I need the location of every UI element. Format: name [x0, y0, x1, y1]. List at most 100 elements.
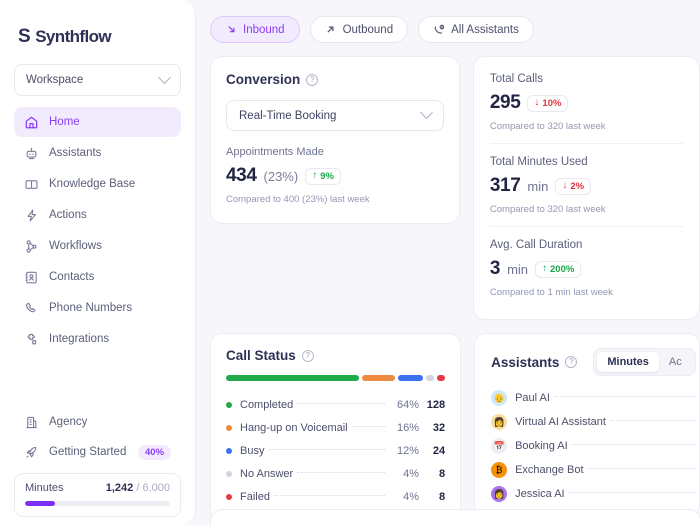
workspace-selector[interactable]: Workspace [14, 64, 181, 96]
stat-value: 295 [489, 92, 521, 113]
brand-logo: S Synthflow [14, 0, 181, 64]
status-color-dot [226, 493, 232, 500]
delta-text: 2% [570, 180, 585, 192]
tab-inbound[interactable]: Inbound [210, 16, 300, 43]
sidebar-item-home[interactable]: Home [14, 107, 181, 137]
call-status-row: No Answer 4% 8 [226, 462, 445, 485]
workspace-label: Workspace [26, 74, 84, 86]
chevron-down-icon [420, 106, 433, 120]
toggle-option-minutes[interactable]: Minutes [597, 352, 659, 372]
leader-line [571, 444, 695, 445]
stat-metric-row: 295 ↓ 10% [490, 92, 683, 114]
help-icon[interactable]: ? [306, 73, 319, 86]
conversion-type-select[interactable]: Real-Time Booking [226, 100, 444, 131]
arrow-down-icon: ↓ [562, 180, 568, 191]
appointments-made-label: Appointments Made [226, 146, 324, 158]
rocket-icon [24, 445, 39, 460]
sidebar-item-label: Assistants [49, 147, 102, 159]
stat-delta-badge: ↓ 2% [555, 177, 592, 195]
building-icon [24, 415, 39, 430]
call-status-card: Call Status ? Completed 64% 128 Hang-up on … [210, 333, 462, 523]
sidebar-item-label: Actions [49, 209, 87, 221]
call-status-row: Hang-up on Voicemail 16% 32 [226, 416, 445, 439]
sidebar-item-phone-numbers[interactable]: Phone Numbers [14, 293, 181, 323]
arrow-down-right-icon [225, 24, 237, 36]
minutes-separator: / [136, 482, 140, 494]
avatar: 👩 [491, 486, 508, 502]
appointments-value: 434 [226, 165, 257, 186]
leader-line [268, 448, 386, 450]
stat-value: 317 [489, 175, 521, 196]
tab-outbound[interactable]: Outbound [309, 16, 409, 43]
stat-avg-call-duration: Avg. Call Duration 3 min ↑ 200% Compared… [490, 227, 683, 309]
card-title-text: Call Status [226, 348, 296, 363]
card-title-text: Conversion [226, 72, 301, 87]
sidebar-item-label: Integrations [49, 333, 110, 345]
status-label: Hang-up on Voicemail [240, 421, 348, 434]
call-status-segment [397, 375, 423, 381]
conversion-select-value: Real-Time Booking [239, 109, 337, 122]
assistants-title-row: Assistants ? [491, 355, 578, 370]
status-label: Busy [240, 444, 265, 457]
assistant-row[interactable]: 👴 Paul AI [491, 386, 699, 410]
call-status-segment [425, 375, 434, 381]
sidebar-item-label: Contacts [49, 271, 95, 283]
sidebar-item-actions[interactable]: Actions [14, 200, 181, 230]
sidebar-item-assistants[interactable]: Assistants [14, 138, 181, 168]
call-status-list: Completed 64% 128 Hang-up on Voicemail 16% 32… [226, 393, 445, 508]
help-icon[interactable]: ? [301, 349, 314, 362]
leader-line [297, 471, 386, 473]
status-percent: 64% [397, 398, 420, 411]
tab-label: All Assistants [451, 23, 519, 36]
status-count: 8 [438, 467, 446, 480]
sidebar-item-getting-started[interactable]: Getting Started 40% [14, 437, 181, 467]
stat-metric-row: 3 min ↑ 200% [490, 258, 683, 280]
sidebar-item-label: Workflows [49, 240, 102, 252]
call-status-row: Busy 12% 24 [226, 439, 445, 462]
assistant-row[interactable]: 📅 Booking AI [491, 434, 699, 458]
minutes-progress-fill [25, 501, 55, 506]
stat-metric-row: 317 min ↓ 2% [490, 175, 683, 197]
sidebar-item-label: Home [49, 116, 80, 128]
brand-name: Synthflow [35, 27, 112, 46]
sidebar-item-agency[interactable]: Agency [14, 407, 181, 437]
call-status-segment [361, 375, 395, 381]
status-count: 32 [432, 421, 446, 434]
assistant-row[interactable]: 👩 Jessica AI [491, 482, 699, 506]
help-icon[interactable]: ? [565, 356, 578, 368]
stat-unit: min [527, 178, 549, 194]
status-percent: 4% [403, 490, 420, 503]
call-status-row: Completed 64% 128 [226, 393, 445, 416]
assistant-row[interactable]: 👩 Virtual AI Assistant [491, 410, 699, 434]
lightning-icon [24, 208, 39, 223]
delta-text: 200% [550, 263, 575, 275]
status-count: 128 [426, 398, 446, 411]
assistants-header: Assistants ? Minutes Ac [491, 348, 699, 376]
sidebar-item-knowledge-base[interactable]: Knowledge Base [14, 169, 181, 199]
sidebar-item-workflows[interactable]: Workflows [14, 231, 181, 261]
status-color-dot [226, 424, 232, 431]
sidebar-item-integrations[interactable]: Integrations [14, 324, 181, 354]
stat-value: 3 [489, 258, 501, 279]
home-icon [24, 115, 39, 130]
appointments-delta-badge: ↑ 9% [305, 167, 341, 185]
workflow-icon [24, 239, 39, 254]
avatar: 👩 [491, 414, 508, 430]
assistants-metric-toggle: Minutes Ac [593, 348, 696, 376]
tab-all-assistants[interactable]: All Assistants [418, 16, 534, 43]
minutes-label: Minutes [25, 482, 64, 494]
minutes-usage-card[interactable]: Minutes 1,242 / 6,000 [14, 473, 181, 517]
toggle-option-calls[interactable]: Ac [668, 356, 682, 368]
stat-unit: min [507, 261, 529, 277]
assistant-row[interactable]: ₿ Exchange Bot [491, 458, 699, 482]
assistant-name: Paul AI [515, 392, 550, 404]
leader-line [553, 396, 695, 397]
leader-line [609, 420, 695, 421]
call-status-segmented-bar [226, 375, 446, 381]
book-icon [24, 177, 39, 192]
top-row: Conversion ? Real-Time Booking Appointme… [210, 56, 700, 320]
sidebar-item-contacts[interactable]: Contacts [14, 262, 181, 292]
sidebar-bottom: Agency Getting Started 40% Minutes [14, 407, 181, 525]
sidebar-nav: Home Assistants [14, 107, 181, 354]
appointments-metric-row: 434 (23%) ↑ 9% [226, 165, 444, 187]
